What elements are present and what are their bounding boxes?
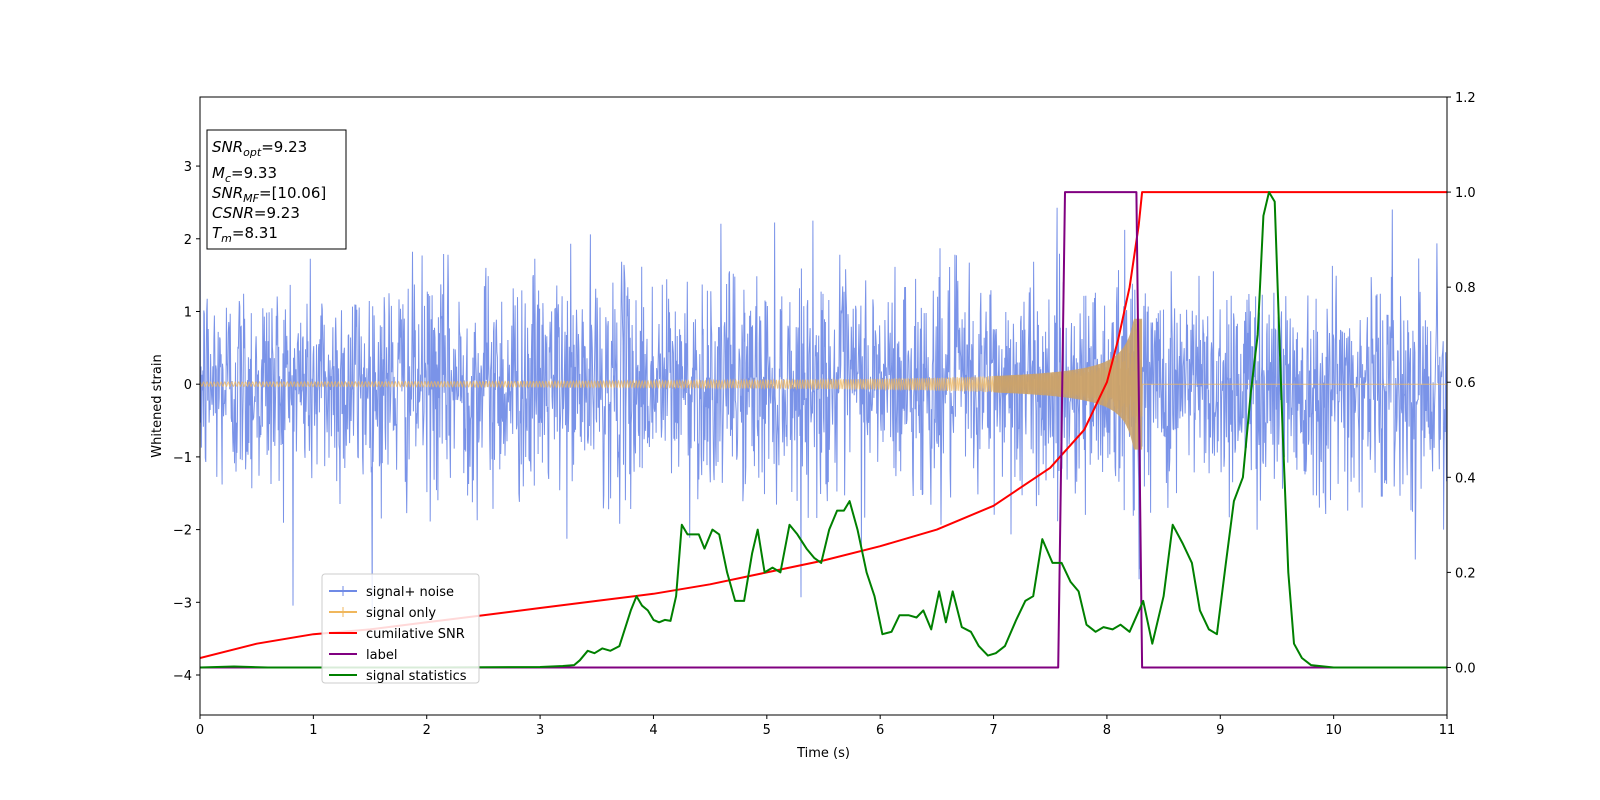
x-tick-label: 0: [196, 723, 204, 738]
y-right-tick-label: 0.0: [1455, 661, 1476, 676]
y-right-tick-label: 1.0: [1455, 186, 1476, 201]
legend-frame: [321, 573, 480, 684]
annotation-symbol: SNR: [212, 184, 243, 202]
x-tick-label: 7: [989, 723, 997, 738]
x-tick-label: 9: [1216, 723, 1224, 738]
annotation-symbol: M: [212, 164, 225, 182]
x-tick-label: 11: [1439, 723, 1456, 738]
legend-label: signal statistics: [366, 669, 467, 684]
y-right-tick-label: 0.6: [1455, 376, 1476, 391]
x-tick-label: 8: [1103, 723, 1111, 738]
annotation-line: CSNR=9.23: [212, 204, 300, 222]
x-tick-label: 10: [1325, 723, 1342, 738]
x-axis-label: Time (s): [796, 746, 850, 761]
y-left-tick-label: −2: [173, 524, 192, 539]
series-label: [200, 191, 1447, 669]
y-left-tick-label: 0: [184, 378, 192, 393]
annotation-subscript: m: [221, 232, 232, 245]
y-left-tick-label: −4: [173, 669, 192, 684]
annotation-value: =8.31: [232, 224, 278, 242]
annotation-value: =9.33: [231, 164, 277, 182]
x-tick-label: 6: [876, 723, 884, 738]
y-left-tick-label: 1: [184, 305, 192, 320]
y-left-tick-label: 2: [184, 233, 192, 248]
x-tick-label: 3: [536, 723, 544, 738]
legend-label: label: [366, 648, 397, 663]
annotation-box: SNRopt=9.23Mc=9.33SNRMF=[10.06]CSNR=9.23…: [206, 129, 347, 250]
annotation-subscript: MF: [243, 192, 259, 205]
legend: signal+ noise signal only cumilative SNR la…: [321, 573, 480, 684]
x-tick-label: 2: [423, 723, 431, 738]
y-right-tick-label: 0.8: [1455, 281, 1476, 296]
annotation-symbol: SNR: [212, 138, 243, 156]
plot-frame: [199, 96, 1448, 716]
x-tick-label: 5: [763, 723, 771, 738]
annotation-lines: SNRopt=9.23Mc=9.33SNRMF=[10.06]CSNR=9.23…: [212, 138, 326, 245]
series-signal-only-envelope: [993, 318, 1143, 450]
annotation-symbol: CSNR: [212, 204, 254, 222]
y-left-tick-label: −3: [173, 596, 192, 611]
annotation-subscript: opt: [243, 146, 262, 159]
series-signal-only: [200, 320, 1447, 449]
series-signal-statistics: [200, 191, 1447, 669]
y-right-tick-label: 0.4: [1455, 471, 1476, 486]
annotation-subscript: c: [225, 172, 231, 185]
annotation-frame: [206, 129, 347, 250]
legend-label: signal+ noise: [366, 585, 454, 600]
annotation-value: =9.23: [261, 138, 307, 156]
y-right-tick-label: 1.2: [1455, 91, 1476, 106]
annotation-line: SNRopt=9.23: [212, 138, 307, 159]
y-left-tick-label: 3: [184, 160, 192, 175]
series-signal-noise: [200, 207, 1447, 611]
annotation-line: SNRMF=[10.06]: [212, 184, 326, 205]
y-right-tick-label: 0.2: [1455, 566, 1476, 581]
legend-label: signal only: [366, 606, 436, 621]
legend-label: cumilative SNR: [366, 627, 465, 642]
y-axis-label: Whitened strain: [150, 354, 165, 457]
annotation-symbol: T: [212, 224, 223, 242]
x-tick-label: 1: [309, 723, 317, 738]
annotation-value: =[10.06]: [259, 184, 326, 202]
annotation-value: =9.23: [254, 204, 300, 222]
y-left-tick-label: −1: [173, 451, 192, 466]
ticks-layer: 0 1 2 3 4 5 6 7 8 9 10 11 −4 −3 −2 −1 0 1 2 3 0.0 0.2 0.4 0.6 0.…: [173, 91, 1476, 738]
annotation-line: Mc=9.33: [212, 164, 277, 185]
x-tick-label: 4: [649, 723, 657, 738]
annotation-line: Tm=8.31: [212, 224, 278, 245]
